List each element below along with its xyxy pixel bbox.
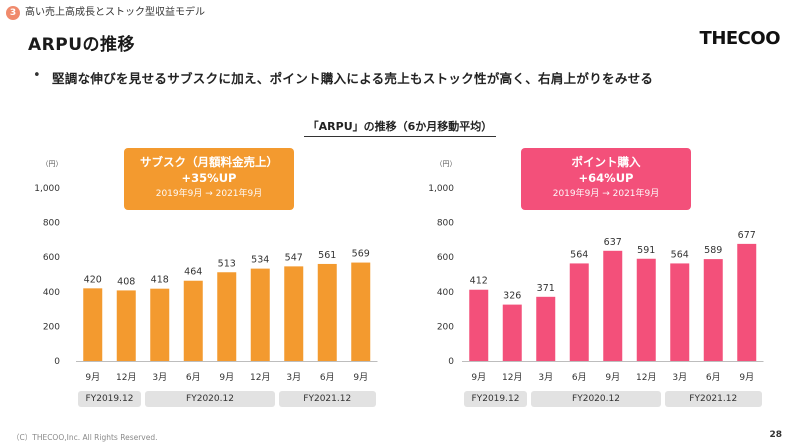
subscription-bar: [217, 272, 237, 361]
points-ytick-label: 800: [437, 219, 454, 229]
points-value-label: 412: [470, 276, 488, 287]
subscription-value-label: 569: [352, 249, 370, 260]
subscription-ytick-label: 400: [43, 288, 60, 298]
points-ytick-label: 400: [437, 288, 454, 298]
points-bar: [737, 243, 757, 361]
points-ytick-label: 200: [437, 322, 454, 332]
points-ytick-label: 1,000: [428, 184, 454, 194]
points-fiscal-year-pill: FY2020.12: [531, 391, 661, 407]
points-bar: [569, 263, 589, 361]
subscription-category-label: 6月: [186, 372, 201, 383]
points-ytick-label: 0: [448, 357, 454, 367]
points-value-label: 564: [671, 249, 689, 260]
points-category-label: 12月: [636, 372, 656, 383]
subscription-bar: [250, 268, 270, 361]
points-value-label: 326: [503, 291, 521, 302]
points-bar: [670, 263, 690, 361]
points-callout-period: 2019年9月 → 2021年9月: [552, 189, 660, 199]
points-callout: ポイント購入 +64%UP 2019年9月 → 2021年9月: [521, 148, 691, 210]
subscription-bar: [317, 263, 337, 361]
subscription-bar: [183, 280, 203, 361]
points-category-label: 6月: [572, 372, 587, 383]
subscription-value-label: 418: [151, 275, 169, 286]
subscription-value-label: 420: [84, 274, 102, 285]
points-value-label: 371: [537, 283, 555, 294]
chart-caption: 「ARPU」の推移（6か月移動平均）: [307, 120, 493, 133]
points-bar: [703, 259, 723, 361]
subscription-ytick-label: 800: [43, 219, 60, 229]
subscription-category-label: 9月: [353, 372, 368, 383]
points-category-label: 9月: [605, 372, 620, 383]
subscription-ytick-label: 0: [54, 357, 60, 367]
subscription-ytick-label: 1,000: [34, 184, 60, 194]
subscription-fiscal-year-pill: FY2019.12: [78, 391, 141, 407]
points-value-label: 591: [637, 245, 655, 256]
points-value-label: 589: [704, 245, 722, 256]
subscription-value-label: 561: [318, 250, 336, 261]
points-bar: [502, 304, 522, 361]
subscription-bar: [83, 288, 103, 361]
subscription-category-label: 3月: [286, 372, 301, 383]
points-ytick-label: 600: [437, 253, 454, 263]
subscription-ytick-label: 200: [43, 322, 60, 332]
points-callout-growth: +64%UP: [578, 171, 634, 185]
page-title: ARPUの推移: [28, 35, 136, 55]
subscription-fiscal-year-pill: FY2021.12: [279, 391, 376, 407]
subscription-ytick-label: 600: [43, 253, 60, 263]
footer-copyright: （C）THECOO,Inc. All Rights Reserved.: [12, 433, 158, 442]
points-bar: [469, 289, 489, 361]
points-category-label: 3月: [672, 372, 687, 383]
subscription-fiscal-year-pill: FY2020.12: [145, 391, 275, 407]
chart-caption-underline: [304, 136, 496, 137]
points-bar: [536, 296, 556, 361]
subscription-category-label: 12月: [250, 372, 270, 383]
section-label: 高い売上高成長とストック型収益モデル: [25, 7, 205, 18]
subscription-value-label: 513: [218, 258, 236, 269]
subscription-callout-period: 2019年9月 → 2021年9月: [155, 189, 263, 199]
subscription-value-label: 464: [184, 267, 202, 278]
subscription-bar: [116, 290, 136, 361]
points-bar: [636, 258, 656, 361]
points-unit-label: （円）: [436, 160, 457, 168]
subscription-category-label: 6月: [320, 372, 335, 383]
points-fiscal-year-pill: FY2021.12: [665, 391, 762, 407]
points-category-label: 12月: [502, 372, 522, 383]
points-fiscal-year-pill: FY2019.12: [464, 391, 527, 407]
subscription-bar: [284, 266, 304, 361]
subscription-category-label: 12月: [116, 372, 136, 383]
summary-bullet-text: 堅調な伸びを見せるサブスクに加え、ポイント購入による売上もストック性が高く、右肩…: [52, 71, 654, 86]
points-value-label: 637: [604, 237, 622, 248]
points-callout-title: ポイント購入: [571, 155, 641, 169]
points-category-label: 3月: [538, 372, 553, 383]
page-number: 28: [769, 430, 782, 440]
points-category-label: 9月: [739, 372, 754, 383]
subscription-category-label: 3月: [152, 372, 167, 383]
subscription-callout-growth: +35%UP: [181, 171, 237, 185]
subscription-callout: サブスク（月額料金売上） +35%UP 2019年9月 → 2021年9月: [124, 148, 294, 210]
points-bar: [603, 250, 623, 361]
subscription-category-label: 9月: [85, 372, 100, 383]
bullet-marker: •: [33, 68, 41, 83]
subscription-value-label: 534: [251, 255, 269, 266]
points-category-label: 9月: [471, 372, 486, 383]
points-value-label: 564: [570, 249, 588, 260]
subscription-bar: [351, 262, 371, 361]
points-category-label: 6月: [706, 372, 721, 383]
subscription-bar: [150, 288, 170, 361]
subscription-unit-label: （円）: [42, 160, 63, 168]
subscription-callout-title: サブスク（月額料金売上）: [140, 155, 278, 169]
section-number-badge: 3: [6, 6, 20, 20]
subscription-category-label: 9月: [219, 372, 234, 383]
subscription-value-label: 547: [285, 252, 303, 263]
company-logo: THECOO: [699, 28, 781, 49]
subscription-value-label: 408: [117, 276, 135, 287]
points-value-label: 677: [738, 230, 756, 241]
